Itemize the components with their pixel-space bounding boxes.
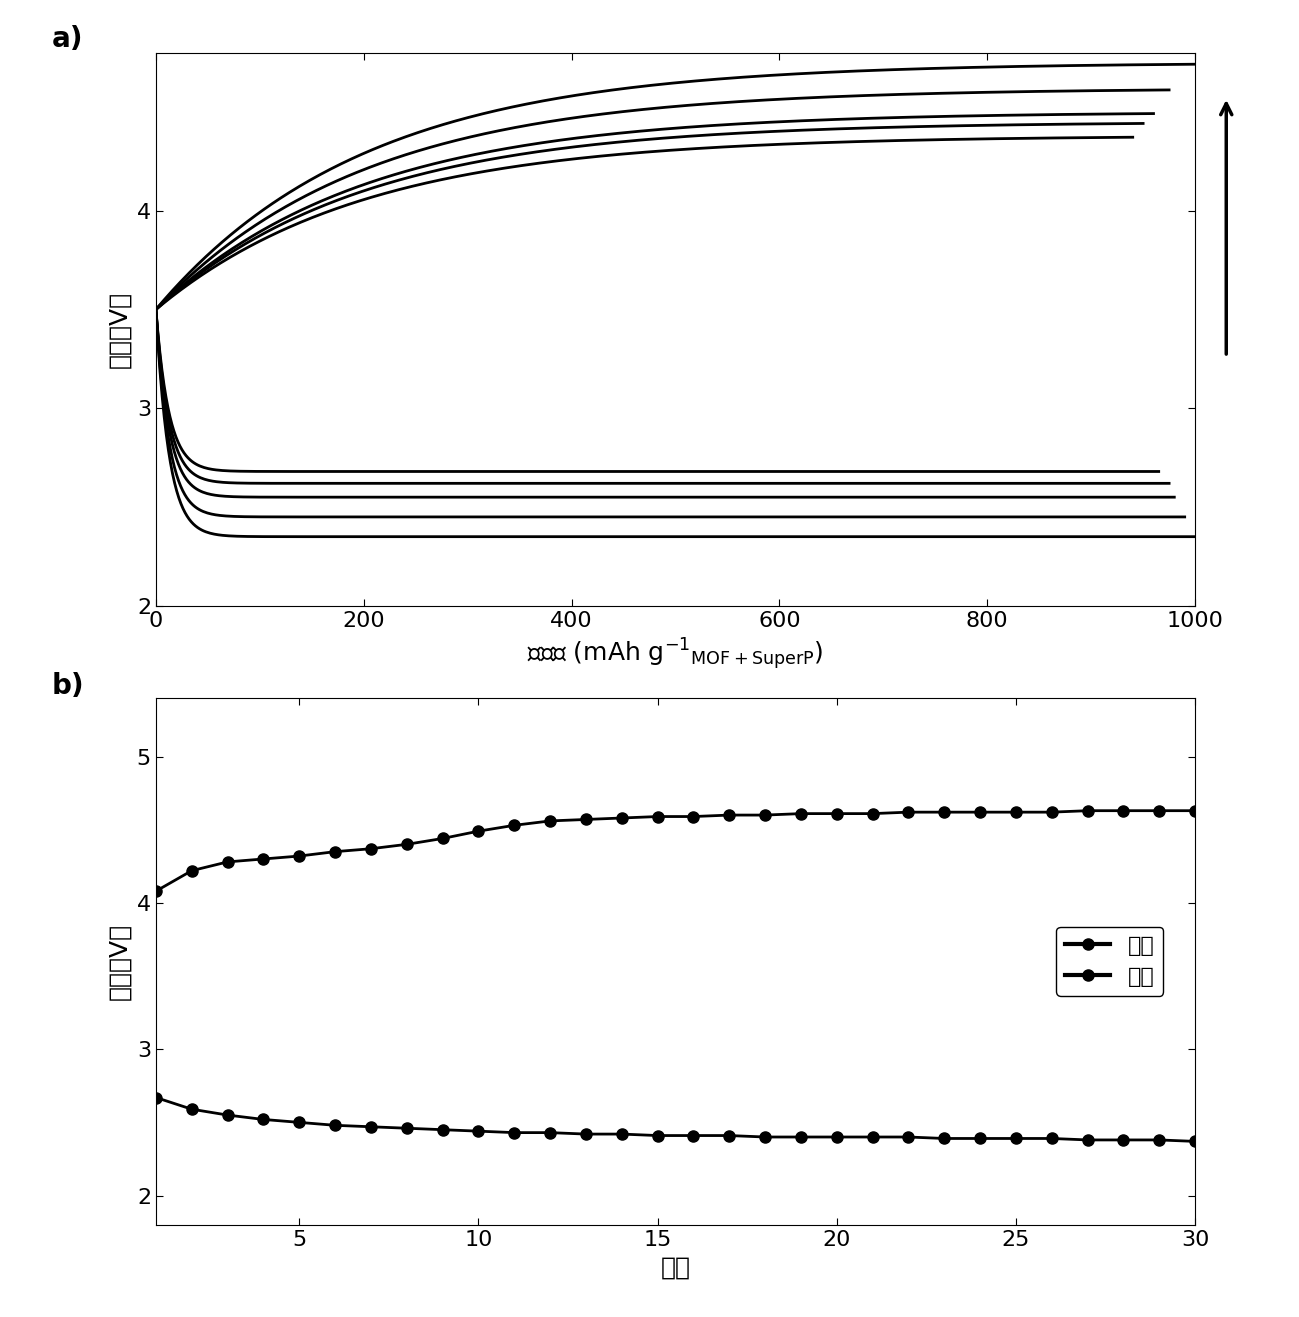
X-axis label: 比容量 (mAh g$^{-1}$$_{\mathrm{MOF + Super P}}$): 比容量 (mAh g$^{-1}$$_{\mathrm{MOF + Super … [527,636,824,672]
Legend: 充电, 放电: 充电, 放电 [1056,927,1163,996]
Text: b): b) [52,672,84,699]
Text: a): a) [52,25,83,53]
Y-axis label: 电压（V）: 电压（V） [108,291,131,367]
Y-axis label: 电压（V）: 电压（V） [108,923,131,1000]
X-axis label: 循环: 循环 [660,1255,691,1279]
